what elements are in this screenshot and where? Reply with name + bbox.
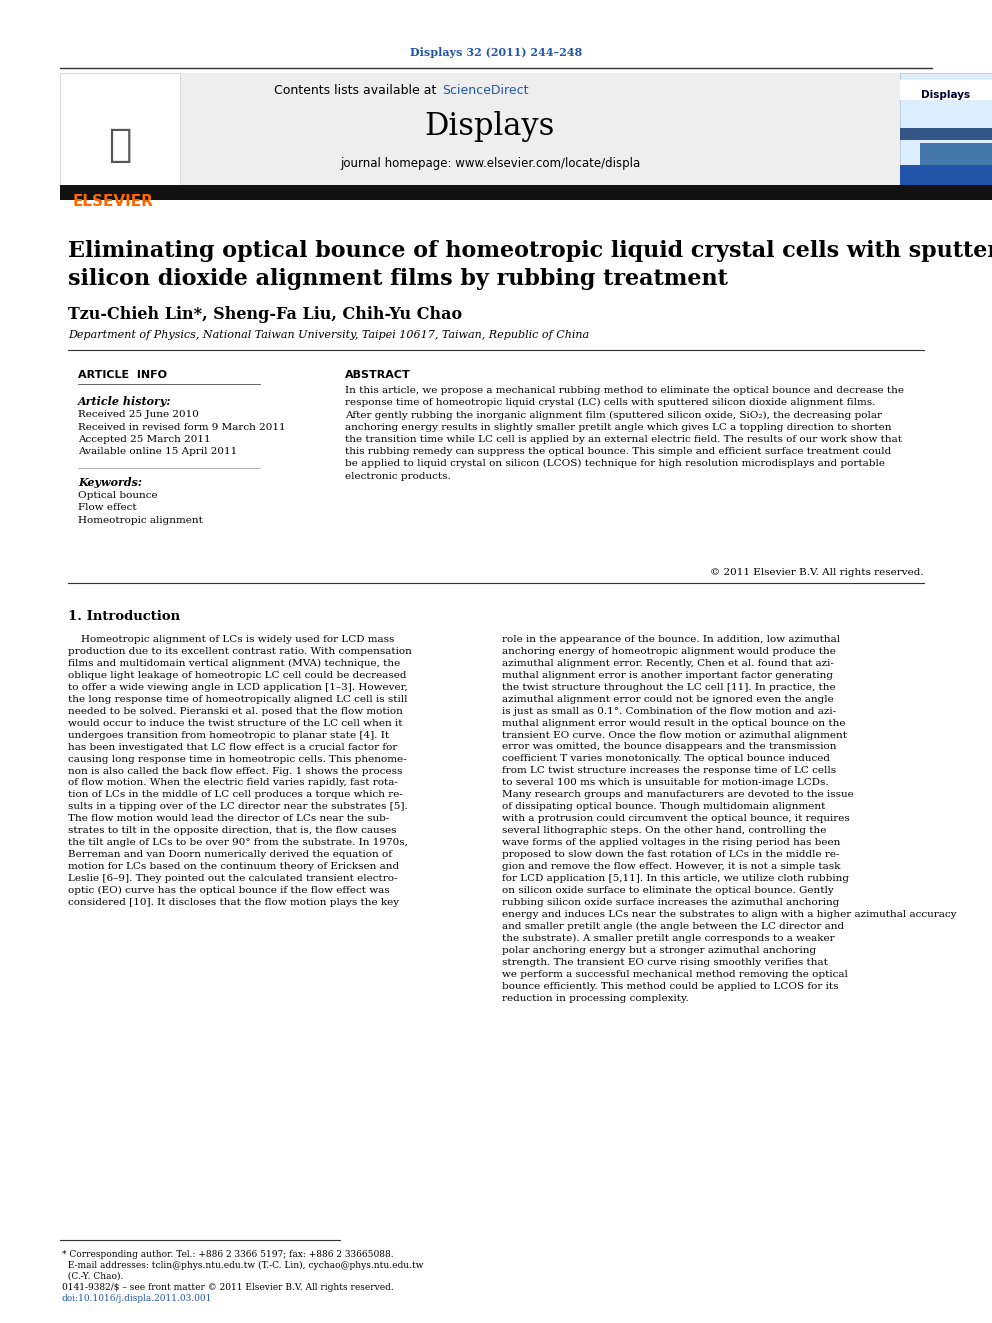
- Text: silicon dioxide alignment films by rubbing treatment: silicon dioxide alignment films by rubbi…: [68, 269, 728, 290]
- Text: journal homepage: www.elsevier.com/locate/displa: journal homepage: www.elsevier.com/locat…: [340, 156, 640, 169]
- Text: Homeotropic alignment of LCs is widely used for LCD mass
production due to its e: Homeotropic alignment of LCs is widely u…: [68, 635, 412, 908]
- Text: doi:10.1016/j.displa.2011.03.001: doi:10.1016/j.displa.2011.03.001: [62, 1294, 212, 1303]
- Text: Flow effect: Flow effect: [78, 504, 137, 512]
- Text: Homeotropic alignment: Homeotropic alignment: [78, 516, 203, 525]
- Text: Received 25 June 2010: Received 25 June 2010: [78, 410, 198, 419]
- Text: Tzu-Chieh Lin*, Sheng-Fa Liu, Chih-Yu Chao: Tzu-Chieh Lin*, Sheng-Fa Liu, Chih-Yu Ch…: [68, 306, 462, 323]
- Text: Available online 15 April 2011: Available online 15 April 2011: [78, 447, 237, 456]
- Text: Department of Physics, National Taiwan University, Taipei 10617, Taiwan, Republi: Department of Physics, National Taiwan U…: [68, 329, 589, 340]
- Text: 1. Introduction: 1. Introduction: [68, 610, 181, 623]
- Text: Contents lists available at: Contents lists available at: [274, 83, 440, 97]
- Text: Accepted 25 March 2011: Accepted 25 March 2011: [78, 435, 210, 445]
- FancyBboxPatch shape: [900, 79, 992, 101]
- Text: Article history:: Article history:: [78, 396, 172, 407]
- FancyBboxPatch shape: [900, 165, 992, 185]
- Text: Optical bounce: Optical bounce: [78, 491, 158, 500]
- Text: Eliminating optical bounce of homeotropic liquid crystal cells with sputtered: Eliminating optical bounce of homeotropi…: [68, 239, 992, 262]
- Text: © 2011 Elsevier B.V. All rights reserved.: © 2011 Elsevier B.V. All rights reserved…: [710, 568, 924, 577]
- Text: In this article, we propose a mechanical rubbing method to eliminate the optical: In this article, we propose a mechanical…: [345, 386, 904, 480]
- FancyBboxPatch shape: [900, 73, 992, 185]
- Text: Received in revised form 9 March 2011: Received in revised form 9 March 2011: [78, 422, 286, 431]
- Text: Keywords:: Keywords:: [78, 478, 142, 488]
- Text: E-mail addresses: tclin@phys.ntu.edu.tw (T.-C. Lin), cychao@phys.ntu.edu.tw: E-mail addresses: tclin@phys.ntu.edu.tw …: [62, 1261, 424, 1270]
- FancyBboxPatch shape: [60, 73, 900, 185]
- Text: 🌳: 🌳: [108, 126, 132, 164]
- Text: ABSTRACT: ABSTRACT: [345, 370, 411, 380]
- Text: ARTICLE  INFO: ARTICLE INFO: [78, 370, 167, 380]
- Text: 0141-9382/$ – see front matter © 2011 Elsevier B.V. All rights reserved.: 0141-9382/$ – see front matter © 2011 El…: [62, 1283, 394, 1293]
- Text: Displays: Displays: [922, 90, 970, 101]
- FancyBboxPatch shape: [60, 185, 992, 200]
- Text: Displays 32 (2011) 244–248: Displays 32 (2011) 244–248: [410, 46, 582, 57]
- Text: * Corresponding author. Tel.: +886 2 3366 5197; fax: +886 2 33665088.: * Corresponding author. Tel.: +886 2 336…: [62, 1250, 394, 1259]
- FancyBboxPatch shape: [60, 73, 180, 185]
- Text: role in the appearance of the bounce. In addition, low azimuthal
anchoring energ: role in the appearance of the bounce. In…: [502, 635, 956, 1003]
- FancyBboxPatch shape: [900, 128, 992, 140]
- Text: ScienceDirect: ScienceDirect: [442, 83, 529, 97]
- FancyBboxPatch shape: [920, 143, 992, 165]
- Text: ELSEVIER: ELSEVIER: [72, 194, 154, 209]
- Text: Displays: Displays: [425, 111, 556, 143]
- Text: (C.-Y. Chao).: (C.-Y. Chao).: [62, 1271, 123, 1281]
